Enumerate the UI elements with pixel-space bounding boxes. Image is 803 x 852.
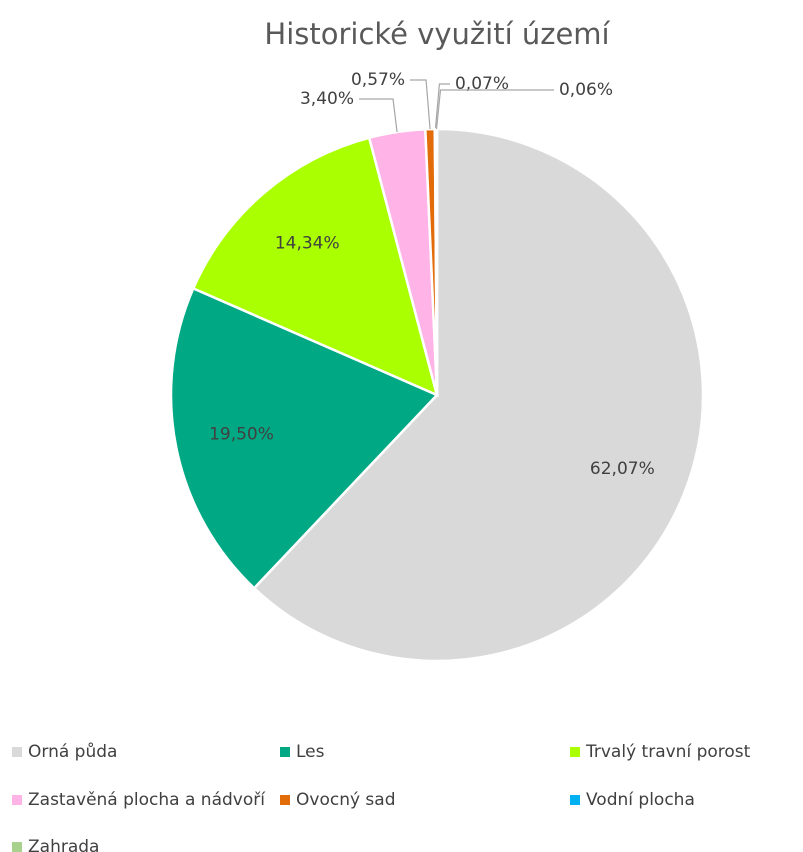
leader-line: [359, 98, 398, 133]
leader-line: [434, 83, 450, 130]
data-label: 14,34%: [275, 233, 340, 253]
legend-label: Vodní plocha: [586, 790, 695, 810]
legend-swatch: [570, 795, 580, 805]
legend-swatch: [12, 747, 22, 757]
pie-slice: [169, 286, 440, 590]
pie-slice: [191, 136, 439, 398]
legend-swatch: [570, 747, 580, 757]
pie-slice: [252, 127, 705, 663]
leader-line: [435, 89, 554, 130]
legend-label: Les: [296, 742, 325, 762]
legend-label: Ovocný sad: [296, 790, 396, 810]
data-label: 62,07%: [590, 459, 655, 479]
legend-label: Zastavěná plocha a nádvoří: [28, 790, 266, 810]
data-label: 0,06%: [559, 80, 613, 100]
chart-title: Historické využití území: [264, 17, 610, 51]
legend-label: Trvalý travní porost: [585, 742, 751, 762]
legend-label: Zahrada: [28, 837, 99, 852]
leader-line: [410, 79, 431, 130]
data-label: 0,07%: [455, 74, 509, 94]
legend-swatch: [12, 795, 22, 805]
legend-swatch: [12, 842, 22, 852]
pie-slice: [434, 127, 439, 396]
data-label: 19,50%: [209, 425, 274, 445]
legend-swatch: [280, 747, 290, 757]
legend-swatch: [280, 795, 290, 805]
data-label: 3,40%: [300, 89, 354, 109]
data-label: 0,57%: [351, 70, 405, 90]
legend-label: Orná půda: [28, 742, 117, 762]
